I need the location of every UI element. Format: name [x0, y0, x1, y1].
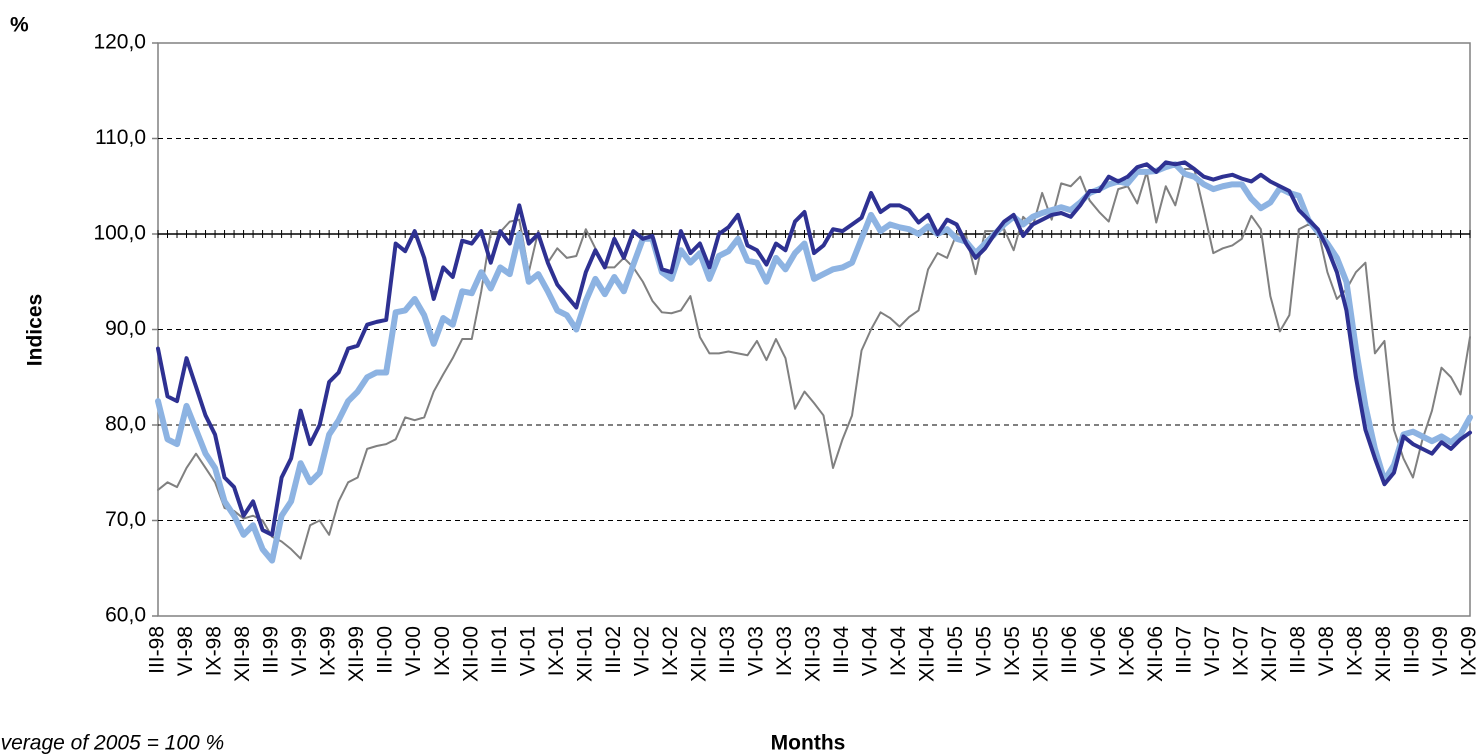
x-tick-label: VI-07 [1201, 626, 1224, 676]
x-tick-label: XII-01 [573, 626, 596, 682]
x-tick-label: XII-04 [916, 626, 939, 682]
x-tick-label: XII-08 [1372, 626, 1395, 682]
y-tick-label: 100,0 [93, 222, 146, 245]
x-tick-label: III-09 [1401, 626, 1424, 674]
x-tick-label: IX-05 [1001, 626, 1024, 676]
x-tick-label: IX-09 [1458, 626, 1478, 676]
x-tick-label: XII-02 [687, 626, 710, 682]
x-tick-label: IX-06 [1115, 626, 1138, 676]
x-tick-label: VI-04 [859, 626, 882, 677]
note: Average of 2005 = 100 % [0, 732, 224, 755]
x-tick-label: III-03 [716, 626, 739, 674]
x-tick-label: III-04 [830, 626, 853, 674]
y-tick-label: 90,0 [105, 317, 146, 340]
unit-label: % [10, 14, 29, 37]
x-tick-label: VI-05 [973, 626, 996, 676]
x-tick-label: III-07 [1172, 626, 1195, 674]
y-tick-label: 60,0 [105, 604, 146, 627]
x-tick-label: XII-03 [802, 626, 825, 682]
x-tick-label: IX-02 [659, 626, 682, 676]
x-tick-label: IX-03 [773, 626, 796, 676]
x-tick-label: III-99 [260, 626, 283, 674]
plot-frame [157, 42, 1471, 617]
x-tick-label: VI-98 [174, 626, 197, 676]
series-line [155, 161, 1473, 564]
series-line [156, 160, 1472, 537]
x-tick-label: VI-08 [1315, 626, 1338, 676]
x-tick-label: III-08 [1286, 626, 1309, 674]
y-tick-label: 80,0 [105, 413, 146, 436]
x-tick-label: VI-09 [1429, 626, 1452, 676]
x-tick-label: IX-00 [431, 626, 454, 676]
x-tick-label: XII-99 [345, 626, 368, 682]
x-tick-label: IX-98 [203, 626, 226, 676]
x-tick-label: III-02 [602, 626, 625, 674]
x-tick-label: IX-01 [545, 626, 568, 676]
x-tick-label: VI-01 [516, 626, 539, 676]
x-tick-label: XII-06 [1144, 626, 1167, 682]
x-tick-label: III-05 [944, 626, 967, 674]
x-tick-label: VI-02 [630, 626, 653, 676]
x-tick-label: III-01 [488, 626, 511, 674]
y-tick-label: 70,0 [105, 508, 146, 531]
y-tick-label: 110,0 [95, 126, 146, 149]
x-tick-label: VI-06 [1087, 626, 1110, 676]
x-tick-label: III-98 [146, 626, 169, 674]
x-tick-label: IX-04 [887, 626, 910, 677]
x-tick-label: III-00 [374, 626, 397, 674]
x-tick-label: XII-05 [1030, 626, 1053, 682]
x-tick-label: XII-00 [459, 626, 482, 682]
y-tick-label: 120,0 [93, 31, 146, 54]
x-tick-label: VI-99 [288, 626, 311, 676]
x-tick-label: III-06 [1058, 626, 1081, 674]
x-axis-title: Months [771, 732, 846, 755]
x-tick-label: VI-03 [745, 626, 768, 676]
x-tick-label: IX-07 [1229, 626, 1252, 676]
x-tick-label: XII-07 [1258, 626, 1281, 682]
x-tick-label: XII-98 [231, 626, 254, 682]
x-tick-label: VI-00 [402, 626, 425, 676]
x-tick-label: IX-08 [1343, 626, 1366, 676]
series-line [157, 168, 1471, 560]
x-tick-label: IX-99 [317, 626, 340, 676]
y-axis-title: Indices [24, 294, 47, 366]
